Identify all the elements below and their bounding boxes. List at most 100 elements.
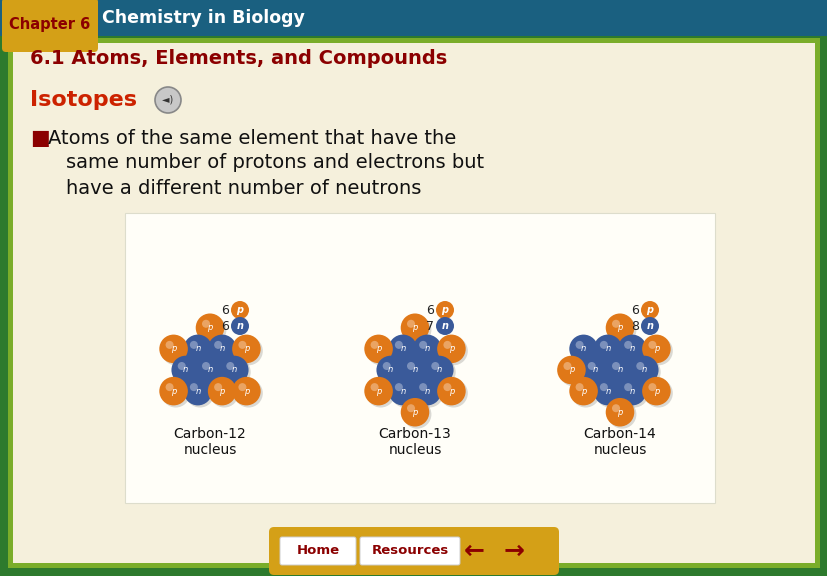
Circle shape [648,383,656,391]
Text: n: n [581,344,586,354]
Text: ◄⁠): ◄⁠) [162,95,174,105]
Circle shape [640,301,658,319]
Text: p: p [243,344,249,354]
Circle shape [364,377,392,406]
Circle shape [575,383,583,391]
Text: p: p [375,386,380,396]
Circle shape [161,337,189,365]
Text: Carbon-12
nucleus: Carbon-12 nucleus [174,427,246,457]
Text: n: n [412,366,417,374]
Text: 7: 7 [425,320,433,332]
Circle shape [210,337,238,365]
Text: p: p [237,305,243,315]
Text: n: n [646,321,653,331]
Circle shape [185,379,214,408]
Circle shape [378,358,407,386]
Circle shape [208,335,237,363]
Text: p: p [568,366,573,374]
Circle shape [624,341,631,349]
Text: Chapter 6: Chapter 6 [9,17,90,32]
Circle shape [234,337,262,365]
Text: same number of protons and electrons but: same number of protons and electrons but [66,153,484,172]
Text: n: n [207,366,213,374]
Circle shape [366,379,394,408]
Circle shape [439,379,467,408]
Circle shape [617,335,646,363]
Circle shape [155,87,181,113]
Text: n: n [424,386,429,396]
Circle shape [640,317,658,335]
FancyBboxPatch shape [360,537,460,565]
Circle shape [165,383,174,391]
Circle shape [394,341,403,349]
Circle shape [238,341,246,349]
Circle shape [611,362,619,370]
Circle shape [427,358,455,386]
Circle shape [414,337,443,365]
Text: n: n [441,321,448,331]
Circle shape [403,400,431,429]
Circle shape [593,335,621,363]
Text: p: p [646,305,653,315]
FancyBboxPatch shape [2,0,98,52]
Circle shape [431,362,439,370]
Text: p: p [219,386,225,396]
Circle shape [366,337,394,365]
Circle shape [642,335,670,363]
Text: n: n [617,366,622,374]
Text: n: n [641,366,646,374]
FancyBboxPatch shape [8,38,819,568]
Circle shape [195,356,224,384]
Circle shape [643,337,672,365]
Circle shape [635,362,643,370]
Text: 6: 6 [426,304,433,316]
Text: p: p [243,386,249,396]
Text: 6.1 Atoms, Elements, and Compounds: 6.1 Atoms, Elements, and Compounds [30,48,447,67]
Text: p: p [581,386,586,396]
Text: n: n [195,386,200,396]
Circle shape [370,341,378,349]
Circle shape [605,356,633,384]
Circle shape [437,377,465,406]
Text: 6: 6 [221,304,229,316]
Circle shape [642,377,670,406]
Circle shape [418,341,427,349]
Circle shape [184,335,212,363]
Circle shape [629,356,657,384]
Circle shape [595,379,624,408]
Text: n: n [399,386,405,396]
Text: n: n [195,344,200,354]
Circle shape [443,341,451,349]
Circle shape [414,379,443,408]
Circle shape [569,335,597,363]
Circle shape [388,335,417,363]
Text: p: p [617,408,622,417]
Circle shape [571,337,600,365]
Circle shape [370,383,378,391]
Circle shape [185,337,214,365]
Circle shape [208,377,237,406]
Text: p: p [448,344,453,354]
Circle shape [557,356,585,384]
Circle shape [184,377,212,406]
Circle shape [439,337,467,365]
Circle shape [231,317,249,335]
Text: p: p [653,344,658,354]
Circle shape [424,356,453,384]
Circle shape [407,404,414,412]
Circle shape [174,358,202,386]
Text: ■: ■ [30,128,50,148]
Text: have a different number of neutrons: have a different number of neutrons [66,179,421,198]
Circle shape [210,379,238,408]
Text: n: n [183,366,188,374]
Text: p: p [412,323,417,332]
Circle shape [231,301,249,319]
Text: 6: 6 [221,320,229,332]
FancyBboxPatch shape [269,527,558,575]
Circle shape [234,379,262,408]
Text: Chemistry in Biology: Chemistry in Biology [102,9,304,27]
Text: n: n [232,366,237,374]
Circle shape [394,383,403,391]
FancyBboxPatch shape [280,537,356,565]
Circle shape [232,335,261,363]
